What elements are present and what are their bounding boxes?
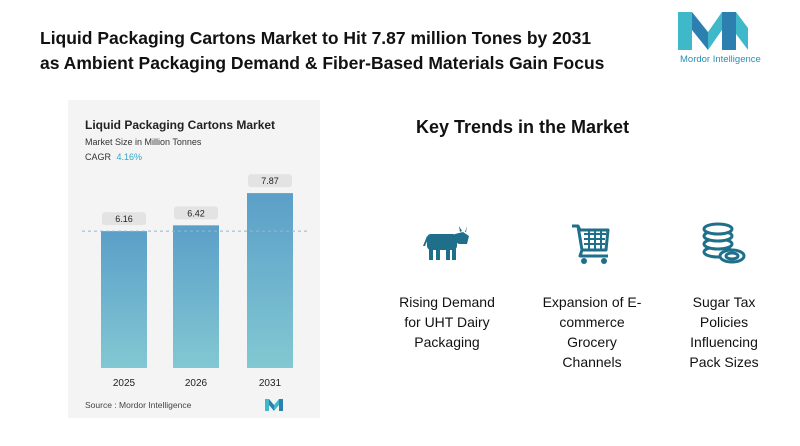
value-label: 6.42 — [187, 208, 205, 218]
value-label: 7.87 — [261, 176, 279, 186]
trend-label: Rising Demand for UHT Dairy Packaging — [387, 292, 507, 352]
bar-2026 — [173, 225, 219, 368]
value-label-bg — [174, 206, 218, 220]
value-label-bg — [248, 174, 292, 188]
trend-sugar-tax: Sugar Tax Policies Influencing Pack Size… — [664, 222, 784, 372]
trend-label-line: Packaging — [414, 334, 480, 350]
shopping-cart-icon — [572, 224, 610, 264]
trend-label-line: Influencing — [690, 334, 758, 350]
trend-label-line: Sugar Tax — [692, 294, 756, 310]
market-size-chart: 6.16 2025 6.42 2026 7.87 2031 Liquid Packagin… — [68, 100, 320, 418]
coin-stack-icon — [702, 222, 746, 264]
bar-2031 — [247, 193, 293, 368]
trend-ecommerce-grocery: Expansion of E- commerce Grocery Channel… — [532, 222, 652, 372]
trend-uht-dairy: Rising Demand for UHT Dairy Packaging — [387, 222, 507, 352]
trend-label-line: Grocery — [567, 334, 617, 350]
headline-line-1: Liquid Packaging Cartons Market to Hit 7… — [40, 28, 592, 48]
trend-label-line: commerce — [559, 314, 625, 330]
cagr-label: CAGR — [85, 152, 112, 162]
trend-label: Sugar Tax Policies Influencing Pack Size… — [664, 292, 784, 372]
trend-label-line: Policies — [699, 314, 749, 330]
trend-label: Expansion of E- commerce Grocery Channel… — [532, 292, 652, 372]
trend-label-line: Expansion of E- — [542, 294, 642, 310]
brand-logo: Mordor Intelligence — [676, 10, 786, 72]
trend-label-line: Rising Demand — [399, 294, 495, 310]
headline-line-2: as Ambient Packaging Demand & Fiber-Base… — [40, 53, 605, 73]
chart-source: Source : Mordor Intelligence — [85, 400, 192, 410]
x-tick-label: 2031 — [259, 378, 282, 389]
trend-label-line: Channels — [562, 354, 622, 370]
value-label: 6.16 — [115, 214, 133, 224]
cow-icon — [423, 226, 469, 260]
value-label-bg — [102, 212, 146, 226]
trend-label-line: Pack Sizes — [689, 354, 759, 370]
chart-cagr: CAGR 4.16% — [85, 152, 142, 162]
chart-canvas: 6.16 2025 6.42 2026 7.87 2031 — [82, 174, 308, 389]
trends-title: Key Trends in the Market — [416, 117, 630, 137]
headline: Liquid Packaging Cartons Market to Hit 7… — [40, 26, 680, 76]
brand-name: Mordor Intelligence — [680, 54, 761, 65]
x-tick-label: 2026 — [185, 378, 208, 389]
bar-2025 — [101, 231, 147, 368]
source-logo-icon — [265, 399, 283, 411]
x-tick-label: 2025 — [113, 378, 136, 389]
cagr-value: 4.16% — [116, 152, 143, 162]
mordor-logo-icon — [678, 12, 748, 50]
trend-label-line: for UHT Dairy — [404, 314, 490, 330]
chart-subtitle: Market Size in Million Tonnes — [85, 137, 202, 147]
chart-title: Liquid Packaging Cartons Market — [85, 118, 276, 132]
